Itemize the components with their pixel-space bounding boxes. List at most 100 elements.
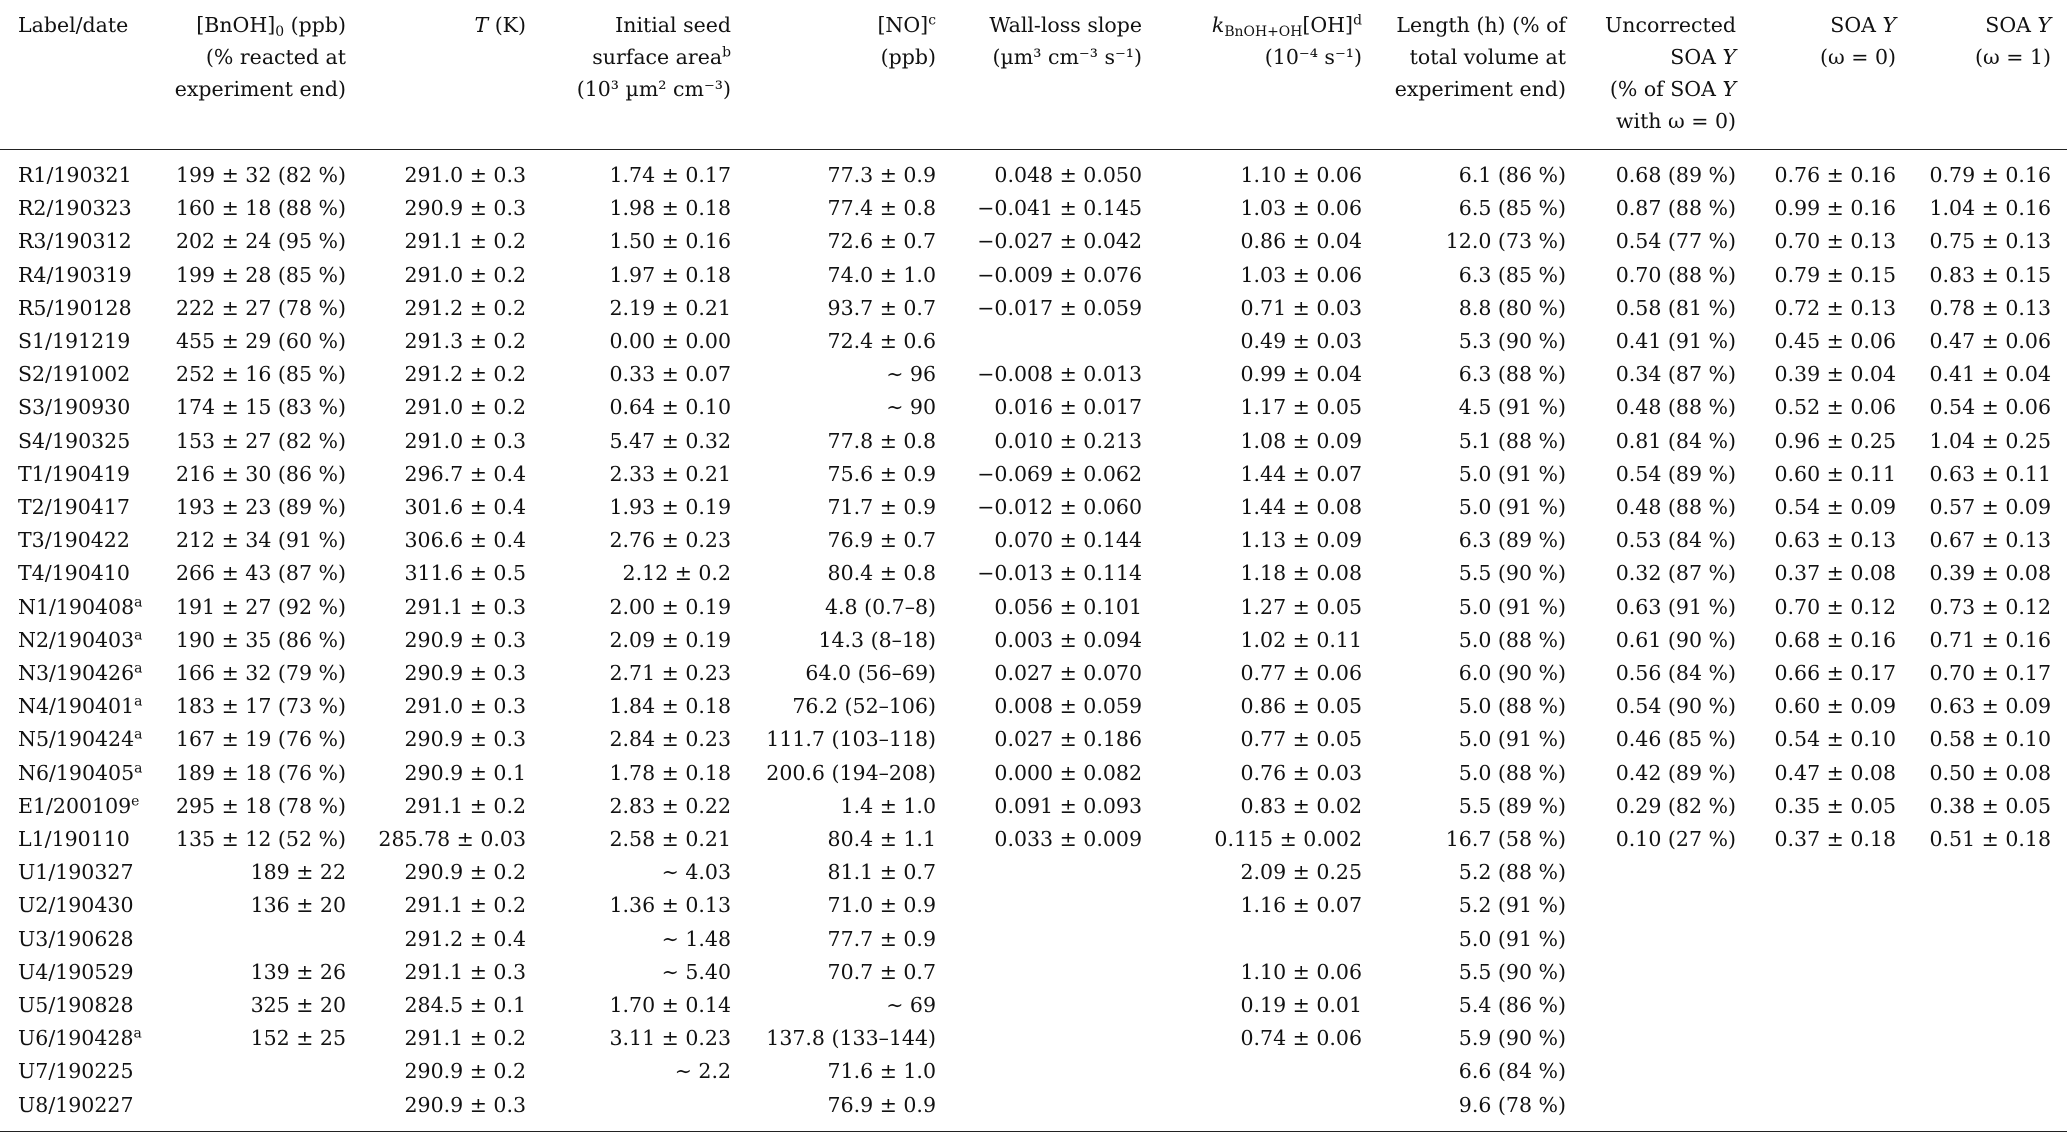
footnote-marker: a — [134, 627, 143, 644]
cell-temperature: 291.0 ± 0.3 — [404, 428, 527, 453]
table-row: R5/190128 222 ± 27 (78 %) 291.2 ± 0.2 2.19 … — [0, 292, 2067, 325]
cell-label: N5/190424a — [18, 726, 143, 752]
cell-soa-yield-omega-0: 0.39 ± 0.04 — [1774, 362, 1897, 387]
cell-no: 111.7 (103–118) — [766, 727, 936, 752]
footnote-marker: e — [131, 793, 140, 810]
cell-label: S1/191219 — [18, 329, 131, 354]
table-row: R2/190323 160 ± 18 (88 %) 290.9 ± 0.3 1.98 … — [0, 192, 2067, 225]
table-header: Label/date [BnOH]0 (ppb) (% reacted at e… — [0, 0, 2067, 150]
cell-no: 76.9 ± 0.7 — [827, 528, 936, 553]
cell-soa-yield-omega-1: 0.57 ± 0.09 — [1929, 495, 2052, 520]
cell-no: 77.4 ± 0.8 — [827, 196, 936, 221]
cell-no: 71.0 ± 0.9 — [827, 893, 936, 918]
cell-soa-yield-omega-0: 0.35 ± 0.05 — [1774, 793, 1897, 818]
cell-wall-loss-slope: −0.012 ± 0.060 — [977, 495, 1142, 520]
cell-uncorrected-soa-yield: 0.32 (87 %) — [1615, 561, 1736, 586]
cell-no: 200.6 (194–208) — [766, 760, 936, 785]
cell-length: 4.5 (91 %) — [1458, 395, 1566, 420]
table-row: E1/200109e 295 ± 18 (78 %) 291.1 ± 0.2 2.83… — [0, 790, 2067, 823]
cell-rate-constant: 1.18 ± 0.08 — [1240, 561, 1363, 586]
cell-no: 75.6 ± 0.9 — [827, 461, 936, 486]
cell-wall-loss-slope: −0.009 ± 0.076 — [977, 262, 1142, 287]
cell-rate-constant: 1.27 ± 0.05 — [1240, 594, 1363, 619]
cell-wall-loss-slope — [940, 1022, 1146, 1055]
cell-temperature: 290.9 ± 0.3 — [404, 196, 527, 221]
cell-rate-constant: 0.115 ± 0.002 — [1214, 827, 1362, 852]
cell-length: 6.5 (85 %) — [1458, 196, 1566, 221]
cell-seed-surface-area: 0.00 ± 0.00 — [609, 329, 732, 354]
cell-bnoh: 199 ± 28 (85 %) — [175, 262, 346, 287]
cell-soa-yield-omega-0: 0.37 ± 0.08 — [1774, 561, 1897, 586]
cell-bnoh: 189 ± 22 — [250, 860, 346, 885]
cell-rate-constant: 1.17 ± 0.05 — [1240, 395, 1363, 420]
cell-soa-yield-omega-0: 0.60 ± 0.11 — [1774, 461, 1897, 486]
cell-bnoh: 166 ± 32 (79 %) — [175, 661, 346, 686]
cell-rate-constant: 1.10 ± 0.06 — [1240, 163, 1363, 187]
cell-length: 5.5 (90 %) — [1458, 561, 1566, 586]
cell-soa-yield-omega-1 — [1900, 1022, 2067, 1055]
cell-length: 5.0 (91 %) — [1458, 926, 1566, 951]
cell-wall-loss-slope: −0.013 ± 0.114 — [977, 561, 1142, 586]
cell-soa-yield-omega-0 — [1740, 1022, 1900, 1055]
cell-label: T1/190419 — [18, 461, 130, 486]
cell-seed-surface-area: 2.76 ± 0.23 — [609, 528, 732, 553]
cell-seed-surface-area: 2.12 ± 0.2 — [622, 561, 731, 586]
cell-soa-yield-omega-1: 0.70 ± 0.17 — [1929, 661, 2052, 686]
cell-uncorrected-soa-yield: 0.54 (77 %) — [1615, 229, 1736, 254]
cell-soa-yield-omega-0: 0.54 ± 0.09 — [1774, 495, 1897, 520]
cell-no: ∼ 69 — [886, 993, 936, 1018]
cell-temperature: 291.0 ± 0.3 — [404, 163, 527, 187]
cell-uncorrected-soa-yield — [1570, 989, 1740, 1022]
cell-uncorrected-soa-yield: 0.61 (90 %) — [1615, 627, 1736, 652]
footnote-marker: a — [134, 760, 143, 776]
cell-rate-constant — [1146, 923, 1366, 956]
cell-no: 4.8 (0.7–8) — [824, 594, 936, 619]
cell-uncorrected-soa-yield: 0.54 (89 %) — [1615, 461, 1736, 486]
cell-rate-constant: 1.10 ± 0.06 — [1240, 959, 1363, 984]
cell-label: R5/190128 — [18, 295, 132, 320]
cell-seed-surface-area — [530, 1088, 735, 1132]
cell-no: ∼ 90 — [886, 395, 936, 420]
cell-soa-yield-omega-0 — [1740, 989, 1900, 1022]
cell-uncorrected-soa-yield: 0.10 (27 %) — [1615, 827, 1736, 852]
table-row: U8/190227 290.9 ± 0.3 76.9 ± 0.9 9.6 (78 %) — [0, 1088, 2067, 1132]
cell-temperature: 291.2 ± 0.2 — [404, 362, 527, 387]
cell-uncorrected-soa-yield — [1570, 856, 1740, 889]
cell-wall-loss-slope — [940, 856, 1146, 889]
cell-seed-surface-area: 2.71 ± 0.23 — [609, 661, 732, 686]
cell-label: U6/190428a — [18, 1025, 142, 1051]
table-row: U5/190828 325 ± 20 284.5 ± 0.1 1.70 ± 0.14 ∼… — [0, 989, 2067, 1022]
cell-no: 72.6 ± 0.7 — [827, 229, 936, 254]
cell-label: U4/190529 — [18, 959, 134, 984]
cell-bnoh: 266 ± 43 (87 %) — [175, 561, 346, 586]
cell-temperature: 290.9 ± 0.2 — [404, 1059, 527, 1084]
cell-soa-yield-omega-1: 0.63 ± 0.11 — [1929, 461, 2052, 486]
cell-soa-yield-omega-0 — [1740, 1088, 1900, 1132]
cell-bnoh: 135 ± 12 (52 %) — [175, 827, 346, 852]
cell-soa-yield-omega-1: 0.38 ± 0.05 — [1929, 793, 2052, 818]
cell-soa-yield-omega-0: 0.99 ± 0.16 — [1774, 196, 1897, 221]
cell-temperature: 291.1 ± 0.2 — [404, 893, 527, 918]
cell-rate-constant: 0.99 ± 0.04 — [1240, 362, 1363, 387]
cell-wall-loss-slope — [940, 989, 1146, 1022]
cell-seed-surface-area: 0.64 ± 0.10 — [609, 395, 732, 420]
cell-temperature: 284.5 ± 0.1 — [404, 993, 527, 1018]
header-soa-yield-omega-1: SOA Y (ω = 1) — [1900, 0, 2067, 150]
cell-label: S2/191002 — [18, 362, 131, 387]
cell-soa-yield-omega-1: 0.83 ± 0.15 — [1929, 262, 2052, 287]
cell-uncorrected-soa-yield: 0.29 (82 %) — [1615, 793, 1736, 818]
header-wall-loss-slope: Wall-loss slope (µm³ cm⁻³ s⁻¹) — [940, 0, 1146, 150]
cell-wall-loss-slope: 0.008 ± 0.059 — [994, 694, 1142, 719]
cell-length: 5.5 (90 %) — [1458, 959, 1566, 984]
cell-bnoh: 189 ± 18 (76 %) — [175, 760, 346, 785]
cell-wall-loss-slope: 0.048 ± 0.050 — [994, 163, 1142, 187]
table-row: L1/190110 135 ± 12 (52 %) 285.78 ± 0.03 2.5… — [0, 823, 2067, 856]
table-row: N6/190405a 189 ± 18 (76 %) 290.9 ± 0.1 1.78… — [0, 757, 2067, 790]
table-row: N5/190424a 167 ± 19 (76 %) 290.9 ± 0.3 2.84… — [0, 723, 2067, 756]
cell-soa-yield-omega-0: 0.70 ± 0.12 — [1774, 594, 1897, 619]
cell-rate-constant: 0.71 ± 0.03 — [1240, 295, 1363, 320]
cell-no: 70.7 ± 0.7 — [827, 959, 936, 984]
cell-no: 81.1 ± 0.7 — [827, 860, 936, 885]
cell-uncorrected-soa-yield: 0.68 (89 %) — [1615, 163, 1736, 187]
